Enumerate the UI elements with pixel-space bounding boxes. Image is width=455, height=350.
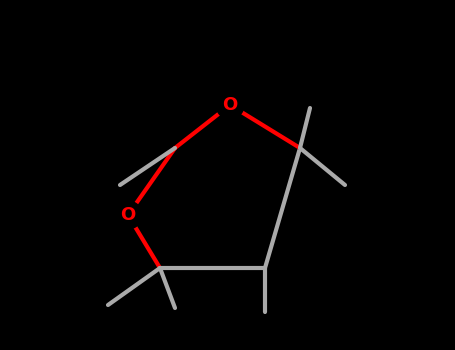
Text: O: O	[121, 206, 136, 224]
Text: O: O	[222, 96, 238, 114]
Circle shape	[216, 91, 244, 119]
Circle shape	[114, 201, 142, 229]
